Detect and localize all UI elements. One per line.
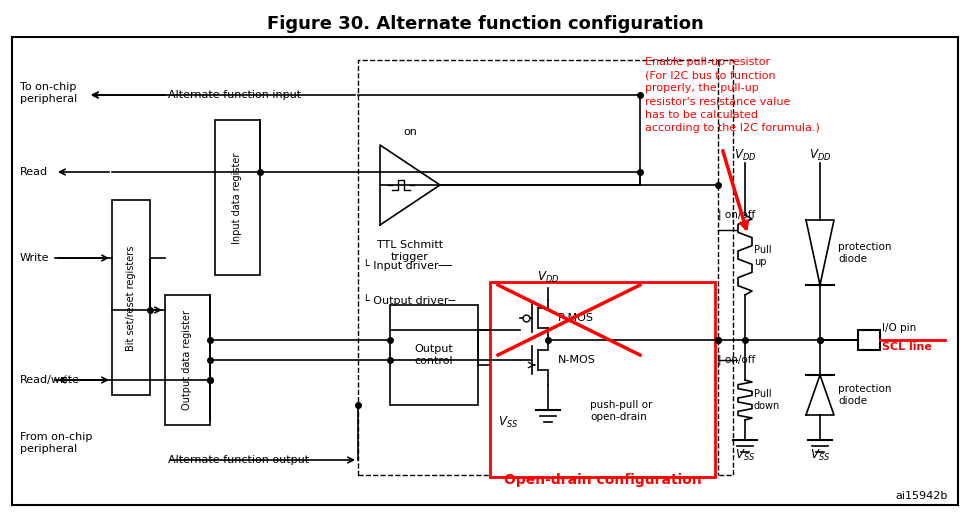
Bar [489,282,714,477]
Text: P-MOS: P-MOS [557,313,593,323]
Text: Output data register: Output data register [182,310,192,410]
Text: protection
diode: protection diode [837,242,891,264]
Text: From on-chip
peripheral: From on-chip peripheral [20,432,92,453]
Text: SCL line: SCL line [881,342,931,352]
Text: | on/off: | on/off [717,355,755,365]
Bar [858,330,879,350]
Text: $V_{SS}$: $V_{SS}$ [735,448,754,463]
Text: Write: Write [20,253,49,263]
Text: Read/write: Read/write [20,375,79,385]
Text: Figure 30. Alternate function configuration: Figure 30. Alternate function configurat… [266,15,703,33]
Text: Pull
down: Pull down [753,389,779,411]
Text: Input data register: Input data register [232,152,241,244]
Text: Alternate function output: Alternate function output [168,455,309,465]
Text: | on/off: | on/off [717,210,755,221]
Text: Bit set/reset registers: Bit set/reset registers [126,245,136,351]
Text: Output
control: Output control [414,344,453,366]
Text: Enable pull-up resistor
(For I2C bus to function
properly, the pull-up
resistor': Enable pull-up resistor (For I2C bus to … [644,57,819,133]
Text: └ Input driver──: └ Input driver── [362,259,452,271]
Bar [358,60,733,475]
Text: To on-chip
peripheral: To on-chip peripheral [20,82,78,104]
Bar [215,120,260,275]
Text: protection
diode: protection diode [837,384,891,406]
Bar [165,295,209,425]
Text: ai15942b: ai15942b [894,491,947,501]
Text: push-pull or
open-drain: push-pull or open-drain [589,400,652,421]
Text: Read: Read [20,167,48,177]
Bar [111,200,150,395]
Text: TTL Schmitt
trigger: TTL Schmitt trigger [377,240,443,262]
Text: └ Output driver─: └ Output driver─ [362,294,454,306]
Text: $V_{SS}$: $V_{SS}$ [809,448,829,463]
Text: Alternate function input: Alternate function input [168,90,300,100]
Text: Open-drain configuration: Open-drain configuration [504,473,702,487]
Text: on: on [403,127,417,137]
Text: $V_{DD}$: $V_{DD}$ [734,148,756,163]
Text: I/O pin: I/O pin [881,323,916,333]
Text: $V_{DD}$: $V_{DD}$ [536,270,558,285]
Text: N-MOS: N-MOS [557,355,595,365]
Text: $V_{DD}$: $V_{DD}$ [808,148,830,163]
Text: Pull
up: Pull up [753,245,770,267]
Text: $V_{SS}$: $V_{SS}$ [497,415,517,430]
Bar [390,305,478,405]
